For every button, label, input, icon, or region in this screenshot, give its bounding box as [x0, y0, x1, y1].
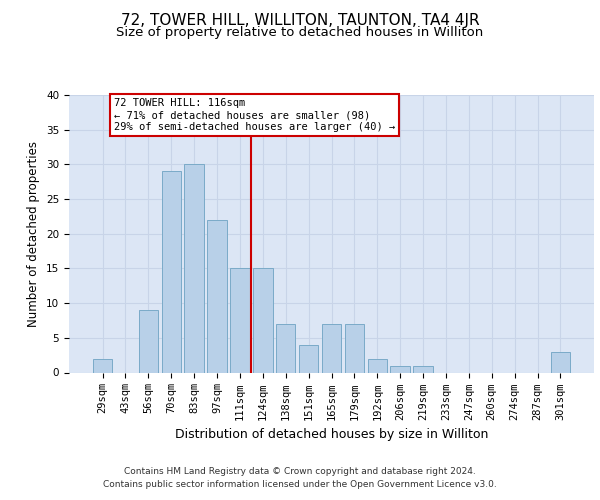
Bar — [322, 324, 341, 372]
Bar — [161, 172, 181, 372]
Text: Size of property relative to detached houses in Williton: Size of property relative to detached ho… — [116, 26, 484, 39]
Y-axis label: Number of detached properties: Number of detached properties — [28, 141, 40, 327]
Bar — [139, 310, 158, 372]
Text: 72 TOWER HILL: 116sqm
← 71% of detached houses are smaller (98)
29% of semi-deta: 72 TOWER HILL: 116sqm ← 71% of detached … — [114, 98, 395, 132]
Bar — [368, 358, 387, 372]
Bar — [391, 366, 410, 372]
Bar — [344, 324, 364, 372]
Bar — [253, 268, 272, 372]
Bar — [299, 345, 319, 372]
Bar — [93, 358, 112, 372]
Text: Contains public sector information licensed under the Open Government Licence v3: Contains public sector information licen… — [103, 480, 497, 489]
Bar — [184, 164, 204, 372]
Text: 72, TOWER HILL, WILLITON, TAUNTON, TA4 4JR: 72, TOWER HILL, WILLITON, TAUNTON, TA4 4… — [121, 12, 479, 28]
Text: Contains HM Land Registry data © Crown copyright and database right 2024.: Contains HM Land Registry data © Crown c… — [124, 467, 476, 476]
Bar — [551, 352, 570, 372]
Bar — [413, 366, 433, 372]
X-axis label: Distribution of detached houses by size in Williton: Distribution of detached houses by size … — [175, 428, 488, 441]
Bar — [276, 324, 295, 372]
Bar — [208, 220, 227, 372]
Bar — [230, 268, 250, 372]
